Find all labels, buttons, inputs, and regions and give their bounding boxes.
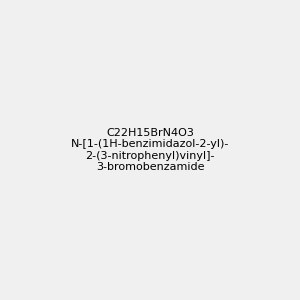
Text: C22H15BrN4O3
N-[1-(1H-benzimidazol-2-yl)-
2-(3-nitrophenyl)vinyl]-
3-bromobenzam: C22H15BrN4O3 N-[1-(1H-benzimidazol-2-yl)…	[71, 128, 229, 172]
